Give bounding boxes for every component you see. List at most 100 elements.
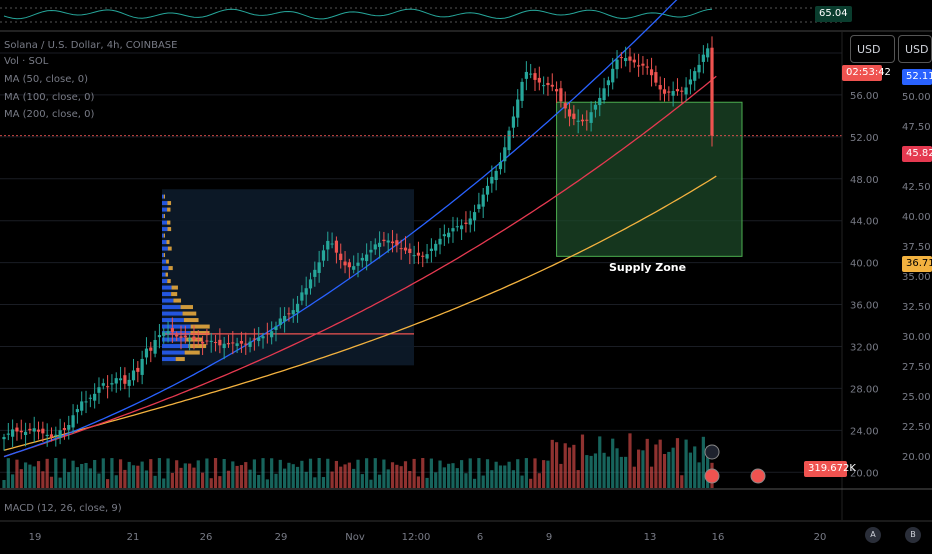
candle-body xyxy=(153,339,157,354)
volume-bar xyxy=(602,452,606,488)
candle-body xyxy=(317,262,321,273)
candle-body xyxy=(188,338,192,341)
candle-body xyxy=(283,315,287,322)
candle-body xyxy=(641,63,645,66)
volume-profile-bar-up xyxy=(162,298,174,303)
candle-body xyxy=(274,326,278,330)
candle-body xyxy=(611,68,615,83)
volume-bar xyxy=(321,477,326,488)
volume-bar xyxy=(114,475,118,488)
candle-body xyxy=(667,91,671,93)
candle-body xyxy=(710,47,714,136)
candle-body xyxy=(485,185,490,195)
volume-bar xyxy=(567,447,572,488)
volume-bar xyxy=(123,469,127,488)
candle-body xyxy=(15,427,19,432)
candle-body xyxy=(464,222,468,224)
volume-bar xyxy=(468,458,472,488)
volume-profile-bar-down xyxy=(180,305,193,310)
volume-bar xyxy=(183,463,187,488)
volume-bar xyxy=(464,473,468,488)
legend-ma200-line: MA (200, close, 0) xyxy=(4,109,94,120)
candle-body xyxy=(403,247,408,251)
candle-body xyxy=(88,397,92,399)
volume-bar xyxy=(442,467,446,488)
candle-body xyxy=(123,375,127,384)
volume-bar xyxy=(615,448,619,488)
candle-body xyxy=(326,240,330,250)
volume-bar xyxy=(533,458,537,488)
volume-bar xyxy=(54,458,58,488)
candle-body xyxy=(442,234,446,237)
volume-bar xyxy=(429,458,433,488)
volume-profile-bar-up xyxy=(162,194,164,199)
candle-body xyxy=(304,288,308,295)
candle-body xyxy=(49,434,54,438)
volume-bar xyxy=(218,476,222,488)
volume-bar xyxy=(671,447,675,488)
corner-button-b[interactable]: B xyxy=(905,527,921,543)
volume-bar xyxy=(339,466,343,488)
volume-bar xyxy=(304,471,308,488)
candle-body xyxy=(2,437,6,440)
volume-bar xyxy=(542,460,546,488)
volume-profile-bar-down xyxy=(184,350,200,355)
volume-bar xyxy=(265,479,269,488)
volume-bar xyxy=(226,470,231,488)
candle-body xyxy=(567,109,572,117)
volume-bar xyxy=(576,470,580,488)
lightning-icon xyxy=(704,444,720,460)
volume-profile-bar-down xyxy=(167,279,171,284)
candle-body xyxy=(313,269,317,277)
candle-body xyxy=(606,80,610,86)
y-tick-label-right: 50.00 xyxy=(902,92,931,103)
corner-button-a[interactable]: A xyxy=(865,527,881,543)
ma200-price-tag: 36.71 xyxy=(902,256,932,272)
volume-bar xyxy=(84,462,88,488)
volume-profile-bar-down xyxy=(163,214,165,219)
candle-body xyxy=(421,255,425,257)
candle-body xyxy=(67,424,71,430)
volume-profile-bar-up xyxy=(162,259,167,264)
candle-body xyxy=(205,340,209,342)
volume-bar xyxy=(308,458,313,488)
volume-bar xyxy=(110,458,114,488)
y-tick-label-left: 52.00 xyxy=(850,133,879,144)
volume-profile-bar-down xyxy=(175,357,185,362)
volume-profile-bar-up xyxy=(162,318,184,323)
candle-body xyxy=(550,84,554,87)
volume-bar xyxy=(326,458,330,488)
volume-bar xyxy=(684,439,688,488)
candle-body xyxy=(19,430,23,433)
volume-value-tag: 319.672K xyxy=(804,461,856,477)
volume-bar xyxy=(287,462,291,488)
candle-body xyxy=(71,415,75,428)
x-tick-label: 9 xyxy=(546,532,552,543)
volume-profile-bar-down xyxy=(171,285,178,290)
candle-body xyxy=(481,194,485,207)
volume-bar xyxy=(494,461,498,488)
candle-body xyxy=(511,116,516,128)
volume-bar xyxy=(41,471,45,488)
y-tick-label-right: 47.50 xyxy=(902,122,931,133)
candle-body xyxy=(144,348,149,358)
volume-bar xyxy=(395,464,399,488)
volume-bar xyxy=(88,468,92,488)
volume-bar xyxy=(641,450,645,488)
y-tick-label-left: 44.00 xyxy=(850,217,879,228)
candle-body xyxy=(494,170,498,180)
currency-button-left[interactable]: USD xyxy=(850,35,895,63)
volume-bar xyxy=(157,458,162,488)
volume-bar xyxy=(516,459,520,488)
currency-button-right[interactable]: USD xyxy=(898,35,932,63)
candle-body xyxy=(377,242,382,247)
candle-body xyxy=(265,333,269,335)
x-tick-label: 6 xyxy=(477,532,483,543)
volume-profile-bar-down xyxy=(163,253,166,258)
volume-bar xyxy=(649,466,654,488)
candle-body xyxy=(295,303,300,313)
volume-bar xyxy=(6,458,10,488)
volume-bar xyxy=(274,473,278,488)
